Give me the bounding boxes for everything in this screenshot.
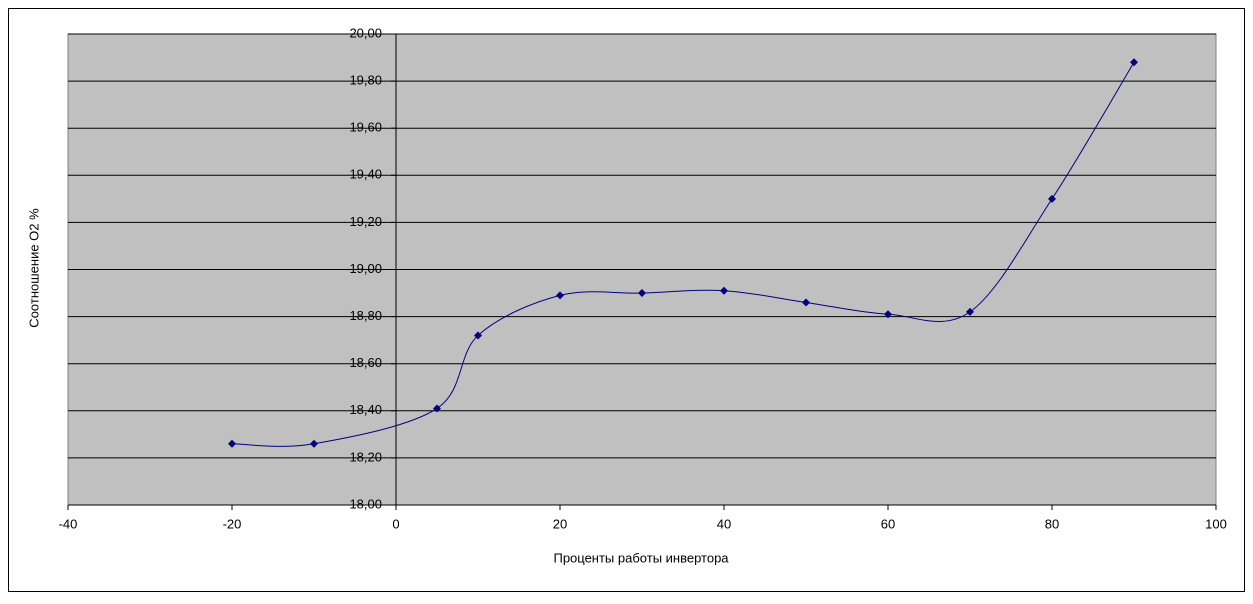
x-tick-label: -40 [59, 516, 78, 531]
point-marker [720, 286, 728, 295]
point-marker [310, 439, 318, 448]
y-tick-label: 20,00 [349, 25, 382, 40]
point-marker [556, 291, 564, 300]
x-tick-label: 100 [1205, 516, 1227, 531]
y-tick-label: 18,40 [349, 402, 382, 417]
point-marker [638, 289, 646, 298]
y-axis-title: Соотношение O2 % [26, 208, 41, 328]
point-marker [474, 331, 482, 340]
x-tick-label: 60 [881, 516, 895, 531]
x-tick-label: -20 [223, 516, 242, 531]
x-tick-label: 40 [717, 516, 731, 531]
x-tick-label: 80 [1045, 516, 1059, 531]
y-tick-label: 19,20 [349, 214, 382, 229]
y-tick-label: 18,80 [349, 308, 382, 323]
point-marker [884, 310, 892, 319]
y-tick-label: 19,40 [349, 167, 382, 182]
series-line [231, 62, 1135, 447]
x-axis-title: Проценты работы инвертора [553, 550, 729, 565]
point-marker [228, 439, 236, 448]
point-marker [433, 404, 441, 413]
x-tick-label: 20 [553, 516, 567, 531]
y-tick-label: 18,20 [349, 449, 382, 464]
y-tick-label: 19,80 [349, 73, 382, 88]
y-tick-label: 19,00 [349, 261, 382, 276]
x-tick-label: 0 [392, 516, 399, 531]
point-marker [1130, 58, 1138, 67]
point-marker [966, 307, 974, 316]
point-marker [1048, 194, 1056, 203]
y-tick-label: 18,60 [349, 355, 382, 370]
y-tick-label: 19,60 [349, 120, 382, 135]
y-tick-label: 18,00 [349, 496, 382, 511]
point-marker [802, 298, 810, 307]
